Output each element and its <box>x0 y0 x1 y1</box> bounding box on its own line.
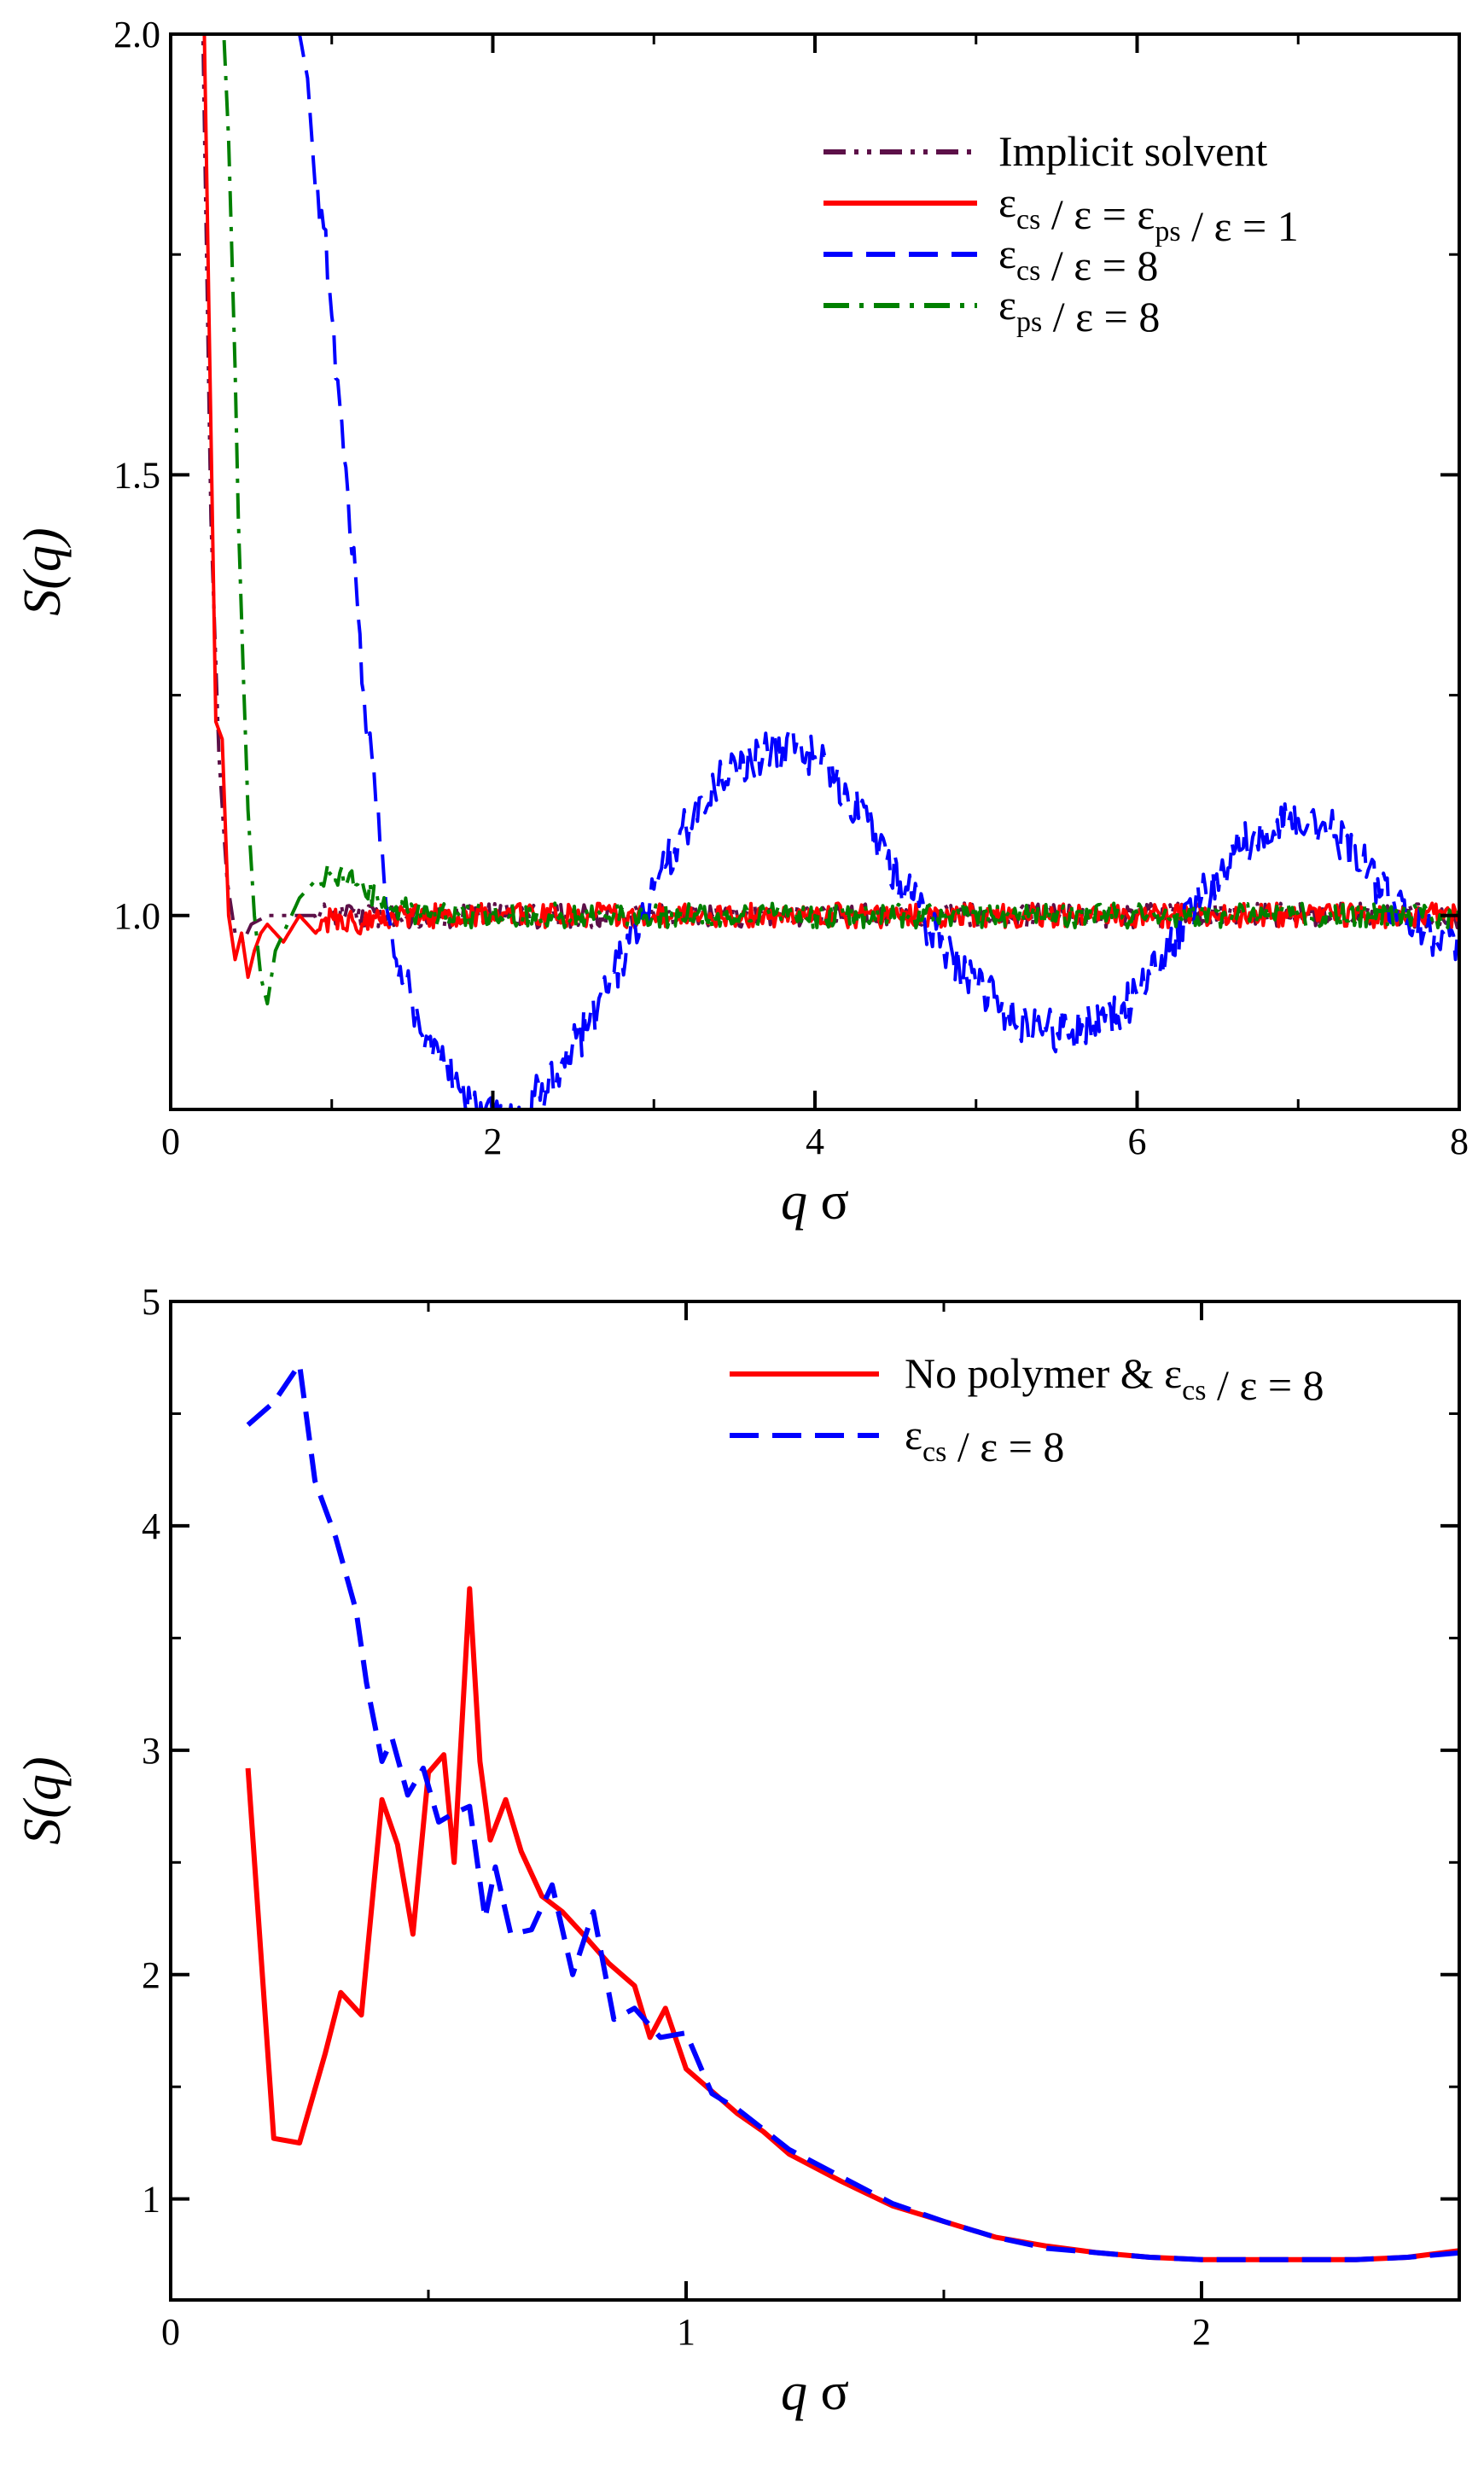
y-tick-label: 1 <box>142 2179 160 2221</box>
series-line <box>246 1361 1459 2262</box>
y-tick-label: 1.0 <box>113 895 160 937</box>
x-axis-label: q σ <box>781 2363 849 2421</box>
series-line <box>222 34 1459 1006</box>
x-axis-label: q σ <box>781 1173 849 1231</box>
series-line <box>297 34 1459 1109</box>
y-axis-label: S(q) <box>14 527 72 615</box>
x-tick-label: 4 <box>806 1121 824 1162</box>
x-tick-label: 1 <box>677 2311 695 2353</box>
plot-area <box>245 1361 1459 2262</box>
y-tick-label: 5 <box>142 1281 160 1323</box>
legend-entry: εcs / ε = 8 <box>998 230 1158 289</box>
x-tick-label: 0 <box>161 2311 180 2353</box>
plot-frame <box>169 1300 1461 2302</box>
legend-entry: εcs / ε = 8 <box>905 1411 1064 1470</box>
top-panel: 0 2 4 6 81.01.52.0q σS(q)Implicit solventεcs… <box>14 14 1469 1231</box>
y-axis-label: S(q) <box>14 1756 72 1844</box>
y-tick-label: 1.5 <box>113 454 160 496</box>
x-tick-label: 2 <box>1192 2311 1211 2353</box>
y-tick-label: 3 <box>142 1730 160 1772</box>
y-tick-label: 2.0 <box>113 14 160 55</box>
y-tick-label: 2 <box>142 1954 160 1996</box>
legend-entry: No polymer & εcs / ε = 8 <box>905 1349 1324 1409</box>
x-tick-label: 6 <box>1128 1121 1147 1162</box>
legend-entry: εps / ε = 8 <box>998 281 1160 341</box>
legend-entry: Implicit solvent <box>998 127 1267 175</box>
x-tick-label: 8 <box>1450 1121 1469 1162</box>
plot-area <box>201 34 1459 1109</box>
legend-entry: εcs / ε = εps / ε = 1 <box>998 178 1299 250</box>
bottom-panel: 0 1 2 1 2 3 4 5 q σ S(q) No polymer & εcs / ε = 8ε… <box>14 1281 1461 2421</box>
x-tick-label: 0 <box>161 1121 180 1162</box>
x-tick-label: 2 <box>484 1121 503 1162</box>
y-tick-label: 4 <box>142 1505 160 1547</box>
